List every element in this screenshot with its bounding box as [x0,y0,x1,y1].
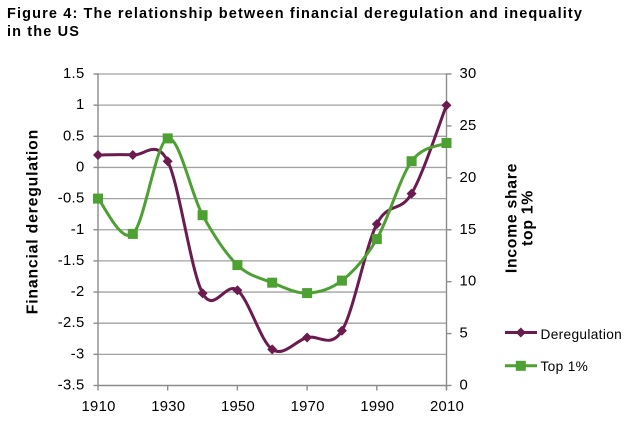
svg-text:Income sharetop 1%: Income sharetop 1% [503,163,536,273]
svg-text:1990: 1990 [360,399,394,415]
svg-text:0: 0 [460,378,469,394]
svg-text:-2.5: -2.5 [58,315,85,331]
svg-text:10: 10 [460,274,477,290]
svg-text:-1.5: -1.5 [58,253,85,269]
svg-text:Financial deregulation: Financial deregulation [25,129,42,314]
svg-text:-2: -2 [71,284,85,300]
svg-text:Top 1%: Top 1% [541,359,589,374]
svg-text:30: 30 [460,66,477,82]
svg-text:1.5: 1.5 [63,66,84,82]
svg-text:1930: 1930 [151,399,185,415]
svg-text:20: 20 [460,170,477,186]
svg-text:1970: 1970 [291,399,325,415]
svg-text:0: 0 [76,159,85,175]
svg-text:15: 15 [460,222,477,238]
svg-text:-3: -3 [71,346,85,362]
svg-text:-0.5: -0.5 [58,191,85,207]
svg-text:1950: 1950 [221,399,255,415]
svg-text:Deregulation: Deregulation [541,327,623,342]
svg-text:5: 5 [460,326,469,342]
svg-text:0.5: 0.5 [63,128,84,144]
svg-text:25: 25 [460,118,477,134]
svg-text:1910: 1910 [82,399,116,415]
svg-text:-1: -1 [71,222,85,238]
svg-text:-3.5: -3.5 [58,378,85,394]
svg-text:1: 1 [76,97,85,113]
svg-text:2010: 2010 [430,399,464,415]
